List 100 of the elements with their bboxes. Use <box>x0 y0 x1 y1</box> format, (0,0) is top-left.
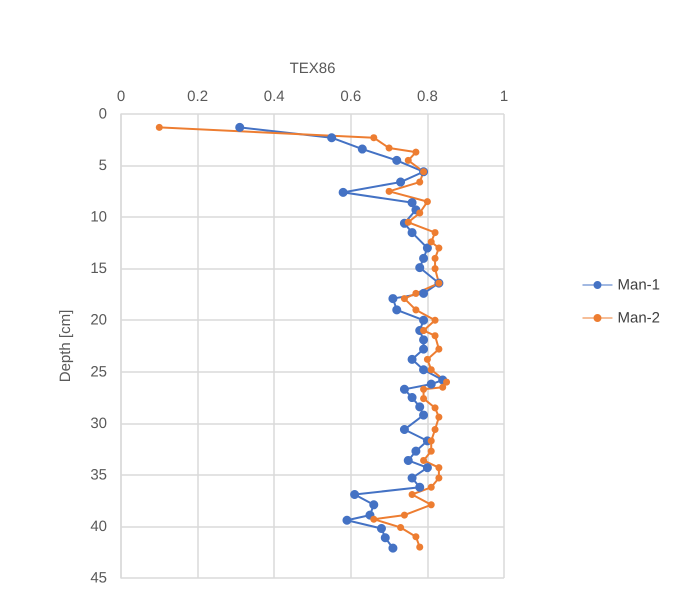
point <box>419 288 428 298</box>
x-tick-label: 0.6 <box>340 88 362 105</box>
point <box>358 144 367 154</box>
point <box>408 198 417 208</box>
point <box>435 474 442 482</box>
point <box>432 426 439 434</box>
point <box>419 254 428 263</box>
point <box>411 446 420 456</box>
point <box>428 437 435 444</box>
point <box>369 500 378 510</box>
point <box>400 384 409 394</box>
point <box>428 366 435 374</box>
legend-label: Man-2 <box>617 310 660 326</box>
point <box>376 524 386 534</box>
point <box>408 473 417 482</box>
x-axis-title: TEX86 <box>290 60 336 77</box>
point <box>408 490 416 498</box>
point <box>412 290 420 297</box>
point <box>439 384 446 391</box>
point <box>435 244 442 252</box>
point <box>420 456 428 464</box>
point <box>428 448 435 455</box>
point <box>386 188 393 195</box>
point <box>415 402 424 412</box>
point <box>432 265 439 272</box>
point <box>419 316 428 325</box>
point <box>397 524 404 531</box>
y-axis-title: Depth [cm] <box>57 310 74 382</box>
point <box>419 365 428 374</box>
point <box>388 294 398 304</box>
x-tick-label: 0 <box>116 88 126 105</box>
y-tick-label: 35 <box>90 466 107 484</box>
point <box>408 228 417 238</box>
point <box>435 414 442 421</box>
point <box>404 218 412 226</box>
point <box>416 209 424 216</box>
point <box>420 386 428 393</box>
y-tick-label: 0 <box>98 106 107 122</box>
point <box>419 344 428 354</box>
legend-label: Man-1 <box>617 276 660 294</box>
point <box>342 516 352 525</box>
x-tick-label: 0.2 <box>187 88 208 105</box>
point <box>370 134 378 142</box>
point <box>426 380 436 389</box>
point <box>400 425 409 434</box>
y-tick-label: 5 <box>98 157 107 174</box>
y-tick-label: 10 <box>90 208 107 226</box>
x-tick-label: 0.4 <box>264 88 285 105</box>
point <box>404 456 413 465</box>
y-tick-label: 25 <box>90 363 107 380</box>
point <box>428 484 435 491</box>
point <box>388 544 398 553</box>
point <box>412 148 420 156</box>
point <box>435 464 442 472</box>
point <box>400 295 408 302</box>
y-tick-label: 15 <box>90 260 107 278</box>
x-tick-label: 1 <box>500 88 508 105</box>
point <box>415 482 424 492</box>
point <box>408 354 417 364</box>
point <box>419 335 428 344</box>
point <box>432 254 439 262</box>
point <box>422 463 432 472</box>
y-tick-label: 45 <box>90 570 107 586</box>
point <box>432 229 439 236</box>
point <box>327 133 336 142</box>
point <box>416 178 424 186</box>
point <box>416 544 424 551</box>
point <box>350 490 360 499</box>
point <box>420 327 428 334</box>
point <box>408 393 417 402</box>
point <box>156 124 163 131</box>
point <box>435 346 442 353</box>
point <box>370 516 378 523</box>
point <box>415 263 424 272</box>
y-tick-label: 40 <box>90 518 107 535</box>
point <box>404 156 412 164</box>
point <box>338 188 348 197</box>
point <box>428 238 435 246</box>
point <box>420 395 428 402</box>
point <box>443 378 450 386</box>
x-tick-label: 0.8 <box>416 88 438 105</box>
point <box>392 156 402 165</box>
point <box>424 198 431 206</box>
y-tick-label: 30 <box>90 414 107 432</box>
point <box>428 501 435 508</box>
point <box>412 533 420 540</box>
point <box>424 356 431 363</box>
point <box>412 306 420 314</box>
point <box>400 512 408 519</box>
point <box>422 244 432 253</box>
point <box>235 122 244 132</box>
point <box>380 533 390 542</box>
point <box>432 332 439 340</box>
point <box>432 316 439 324</box>
y-tick-label: 20 <box>90 312 107 329</box>
point <box>396 178 406 187</box>
point <box>432 404 439 412</box>
point <box>392 305 402 314</box>
point <box>386 144 393 152</box>
point <box>419 410 428 420</box>
